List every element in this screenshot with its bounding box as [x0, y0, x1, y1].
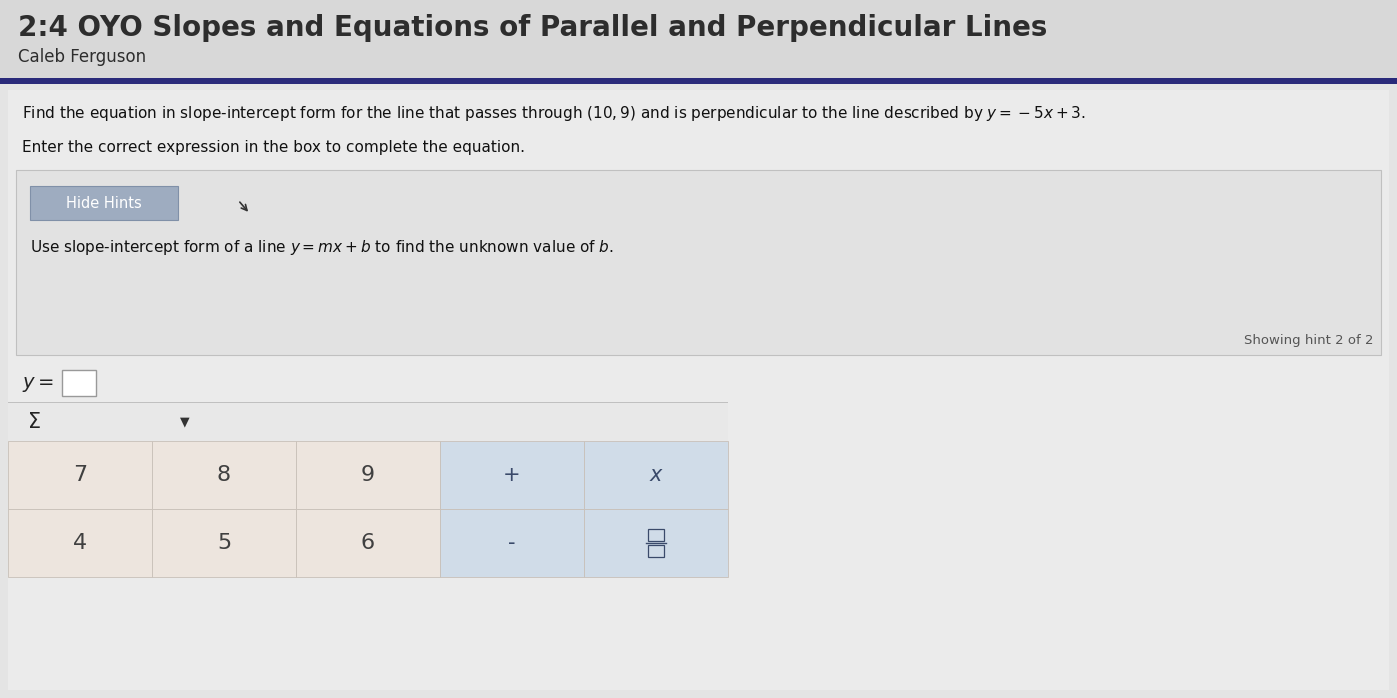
Text: Find the equation in slope-intercept form for the line that passes through $(10,: Find the equation in slope-intercept for… [22, 104, 1085, 123]
Text: 4: 4 [73, 533, 87, 553]
Bar [440, 509, 584, 577]
Bar [8, 90, 1389, 690]
Text: 9: 9 [360, 465, 374, 485]
Text: $y=$: $y=$ [22, 375, 54, 394]
Bar [8, 509, 152, 577]
Bar [8, 441, 152, 509]
Bar [15, 170, 1382, 355]
Text: Enter the correct expression in the box to complete the equation.: Enter the correct expression in the box … [22, 140, 525, 155]
Bar [648, 545, 664, 557]
Text: 5: 5 [217, 533, 231, 553]
Bar [8, 403, 728, 441]
Bar [440, 441, 584, 509]
Text: Showing hint 2 of 2: Showing hint 2 of 2 [1243, 334, 1373, 347]
Bar [584, 509, 728, 577]
Bar [152, 441, 296, 509]
Text: 6: 6 [360, 533, 374, 553]
Text: -: - [509, 533, 515, 553]
Bar [29, 186, 177, 220]
Bar [152, 509, 296, 577]
Bar [0, 84, 1397, 698]
Text: x: x [650, 465, 662, 485]
Text: Caleb Ferguson: Caleb Ferguson [18, 48, 147, 66]
Bar [8, 402, 728, 403]
Bar [584, 441, 728, 509]
Text: 8: 8 [217, 465, 231, 485]
Bar [0, 0, 1397, 84]
Text: ▼: ▼ [180, 415, 190, 429]
Bar [296, 509, 440, 577]
Bar [0, 78, 1397, 84]
Bar [648, 529, 664, 541]
Text: Use slope-intercept form of a line $y = mx + b$ to find the unknown value of $b$: Use slope-intercept form of a line $y = … [29, 238, 613, 257]
Bar [296, 441, 440, 509]
Text: Hide Hints: Hide Hints [66, 195, 142, 211]
Text: Σ: Σ [28, 412, 41, 432]
Bar [61, 370, 96, 396]
Text: 2:4 OYO Slopes and Equations of Parallel and Perpendicular Lines: 2:4 OYO Slopes and Equations of Parallel… [18, 14, 1048, 42]
Text: +: + [503, 465, 521, 485]
Text: 7: 7 [73, 465, 87, 485]
